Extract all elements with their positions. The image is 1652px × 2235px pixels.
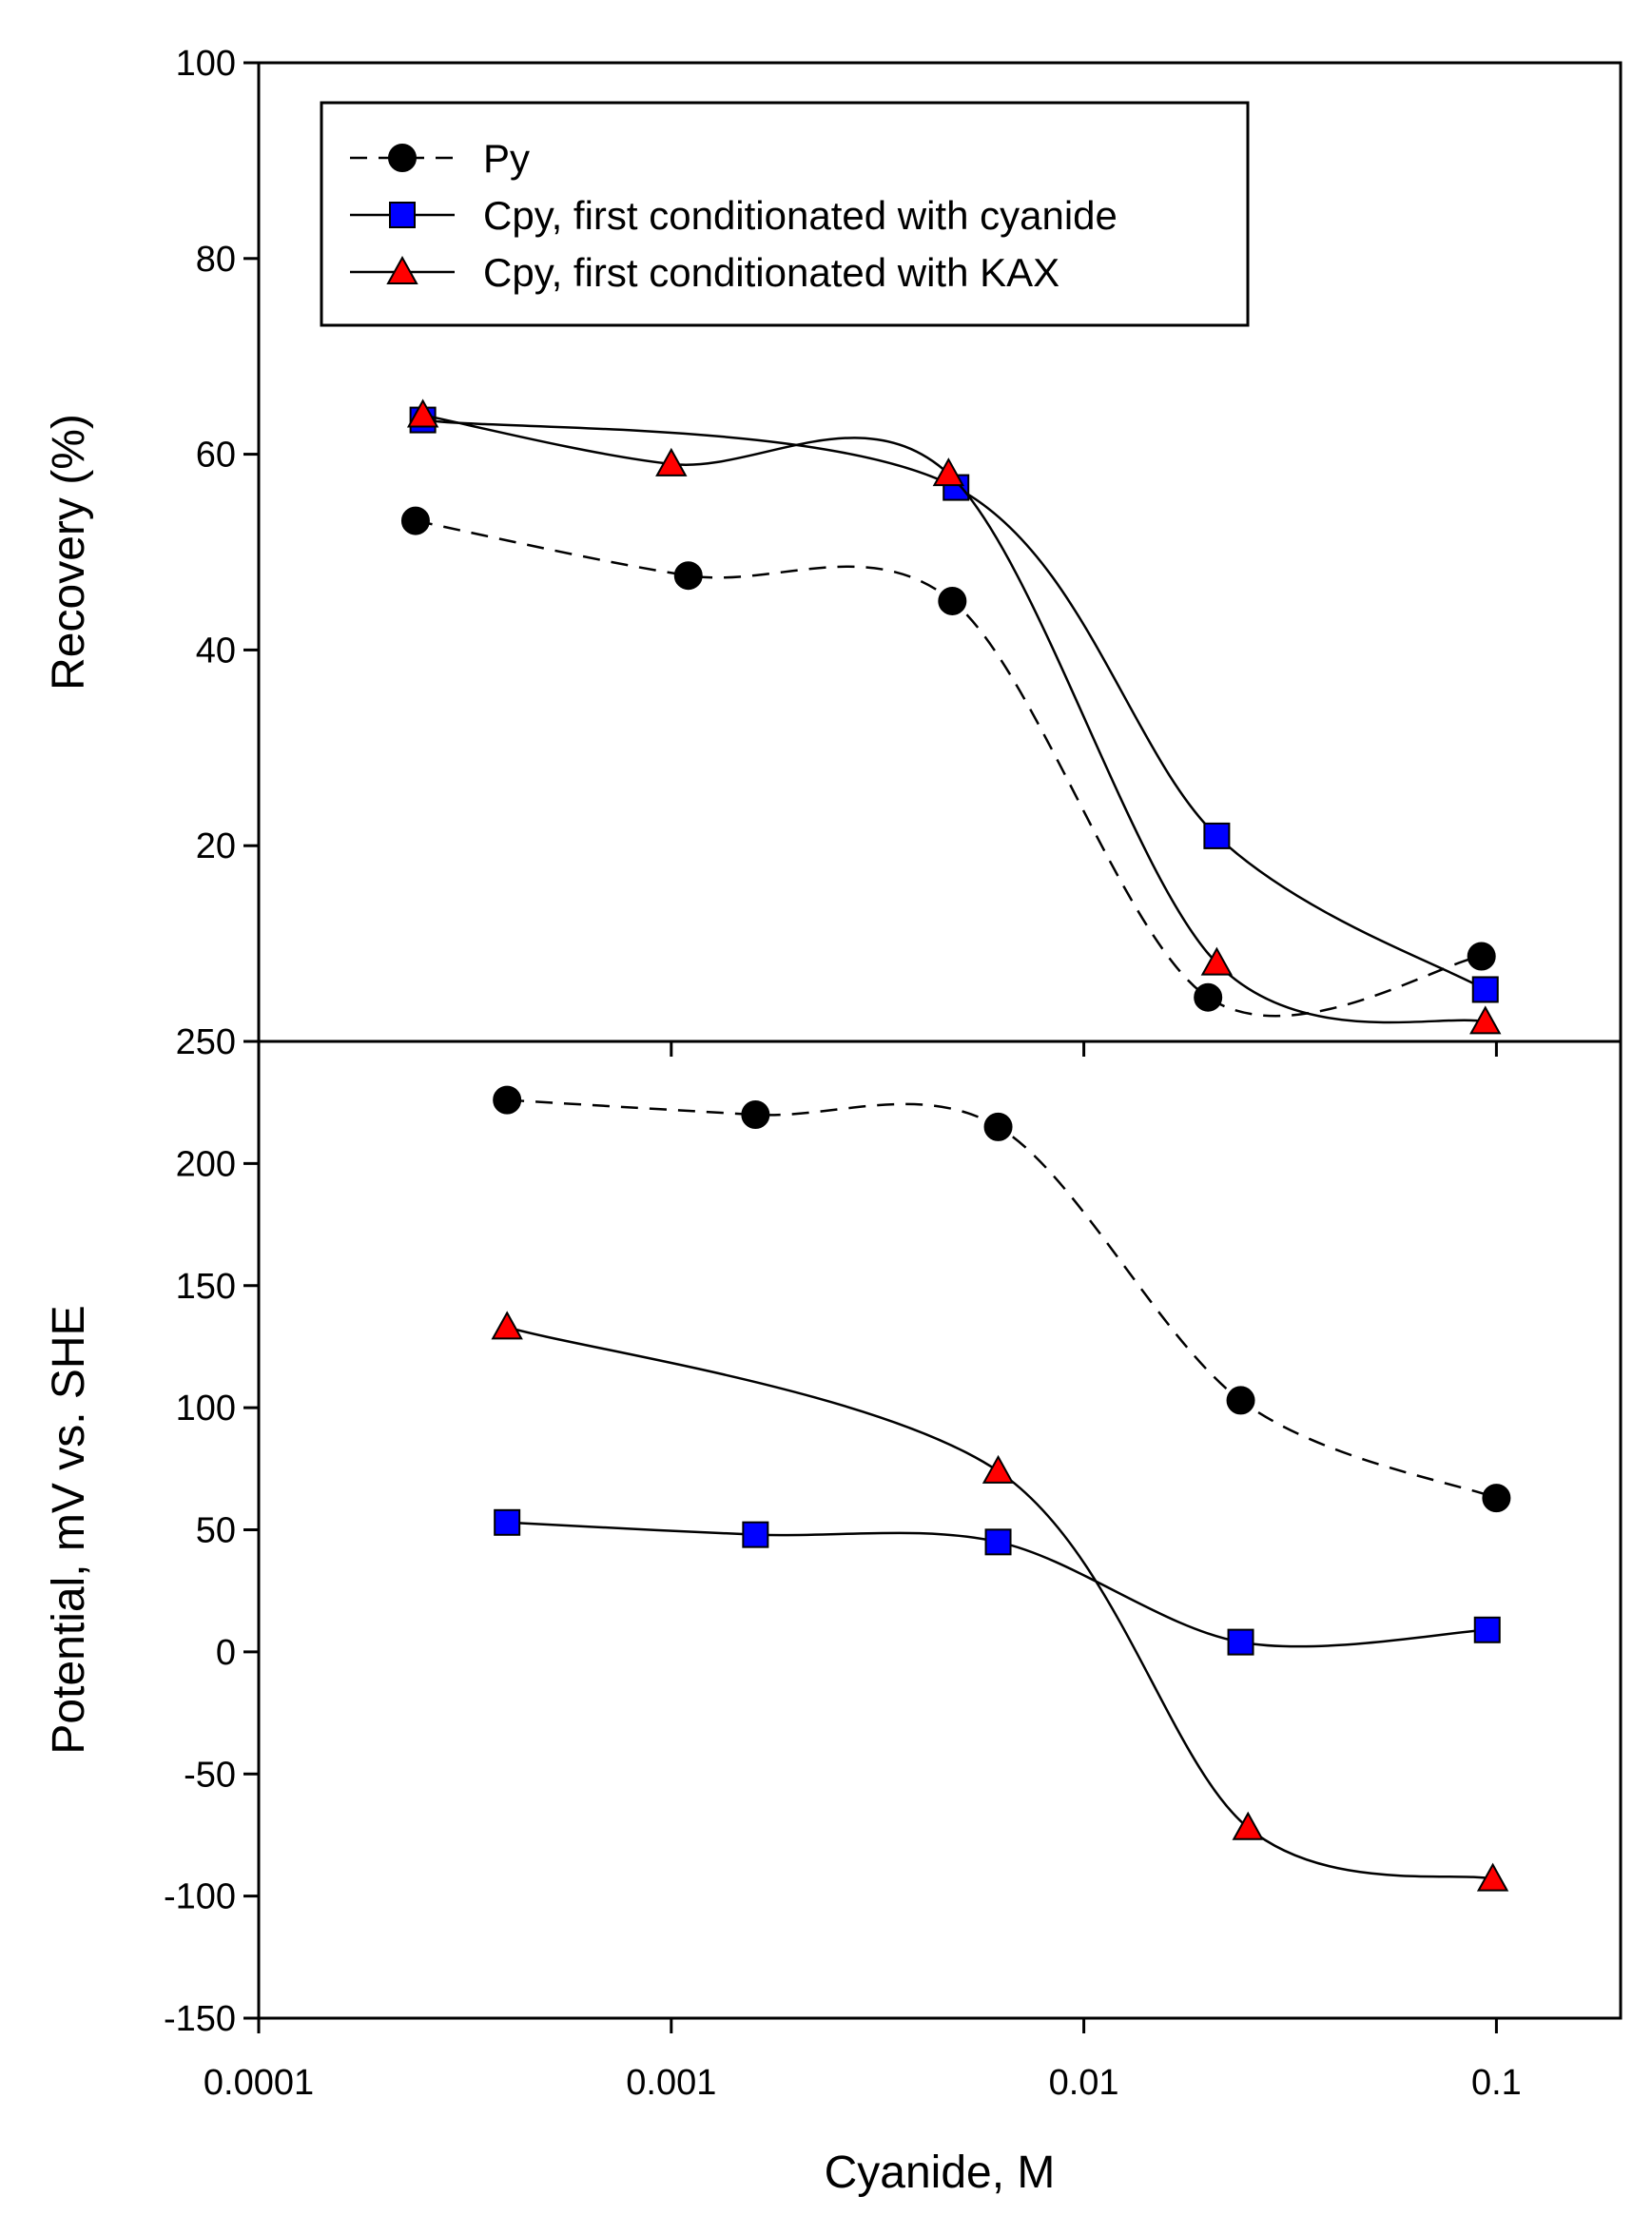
top-series-line-0: [415, 519, 1482, 1018]
bottom-series-2-point-2: [1232, 1811, 1264, 1840]
top-y-tick-label: 100: [176, 44, 236, 84]
bottom-x-tick-label: 0.1: [1471, 2063, 1522, 2103]
bottom-x-tick-label: 0.001: [626, 2063, 716, 2103]
top-y-tick-label: 40: [196, 631, 236, 670]
legend: Py Cpy, first conditionated with cyanide C…: [320, 101, 1250, 327]
bottom-series-1-point-3: [1227, 1628, 1254, 1656]
top-series-1-point-2: [1203, 822, 1231, 849]
top-series-0-point-2: [938, 586, 967, 615]
top-series-2-point-0: [406, 398, 439, 428]
bottom-series-0-point-1: [741, 1100, 770, 1130]
bottom-y-tick-label: -100: [164, 1877, 236, 1917]
top-y-tick-label: 60: [196, 436, 236, 476]
bottom-series-1-point-4: [1473, 1616, 1501, 1643]
bottom-y-tick-label: 150: [176, 1267, 236, 1307]
bottom-y-tick-label: 250: [176, 1022, 236, 1062]
top-y-tick-label: 20: [196, 826, 236, 866]
top-panel: 20 40 60 80 100 Recovery (%): [44, 44, 1623, 1057]
bottom-series-line-0: [507, 1098, 1497, 1500]
bottom-y-tick-label: 200: [176, 1144, 236, 1184]
bottom-y-tick-label: -150: [164, 1999, 236, 2039]
top-series-2-point-2: [932, 457, 965, 487]
bottom-panel: -150 -100 -50 0 50 100 150 200 250 0.0001 0.001 0.0…: [44, 1022, 1623, 2103]
bottom-y-tick-label: -50: [184, 1755, 236, 1795]
bottom-series-2-point-0: [491, 1311, 523, 1340]
bottom-x-tick-label: 0.01: [1049, 2063, 1119, 2103]
legend-label-2: Cpy, first conditionated with KAX: [483, 250, 1059, 295]
legend-box: [320, 101, 1250, 327]
bottom-y-axis-title: Potential, mV vs. SHE: [44, 1305, 94, 1754]
top-y-axis-title: Recovery (%): [44, 414, 94, 690]
top-series-0-point-1: [673, 561, 703, 591]
bottom-series-1-point-0: [494, 1508, 521, 1536]
bottom-series-0-point-2: [983, 1112, 1013, 1141]
bottom-series-1-point-2: [984, 1528, 1012, 1556]
bottom-series-2-point-3: [1476, 1862, 1509, 1892]
bottom-series-0-point-4: [1482, 1484, 1511, 1513]
legend-marker-1: [389, 202, 416, 228]
bottom-x-tick-label: 0.0001: [204, 2063, 314, 2103]
top-series-1-point-3: [1471, 976, 1499, 1003]
bottom-series-0-point-0: [493, 1085, 522, 1115]
legend-marker-0: [388, 144, 417, 172]
top-series-2-point-3: [1200, 946, 1234, 976]
bottom-y-tick-label: 0: [216, 1633, 236, 1673]
legend-label-1: Cpy, first conditionated with cyanide: [483, 193, 1118, 238]
top-series-0-point-3: [1194, 982, 1223, 1012]
top-series-0-point-0: [400, 506, 430, 535]
bottom-series-1-point-1: [742, 1521, 769, 1548]
legend-marker-2: [386, 255, 418, 284]
x-axis-title: Cyanide, M: [825, 2148, 1056, 2198]
top-series-line-2: [422, 414, 1487, 1024]
top-series-0-point-4: [1467, 942, 1496, 971]
bottom-y-tick-label: 50: [196, 1511, 236, 1551]
legend-label-0: Py: [483, 136, 530, 181]
top-series-2-point-1: [655, 447, 688, 476]
bottom-series-2-point-1: [981, 1454, 1015, 1484]
bottom-plot-frame: [257, 1040, 1623, 2020]
top-series-2-point-4: [1469, 1005, 1502, 1035]
bottom-series-0-point-3: [1226, 1386, 1255, 1415]
top-y-tick-label: 80: [196, 240, 236, 280]
top-series-line-1: [422, 418, 1487, 991]
bottom-series-line-2: [506, 1326, 1493, 1880]
bottom-y-tick-label: 100: [176, 1389, 236, 1428]
